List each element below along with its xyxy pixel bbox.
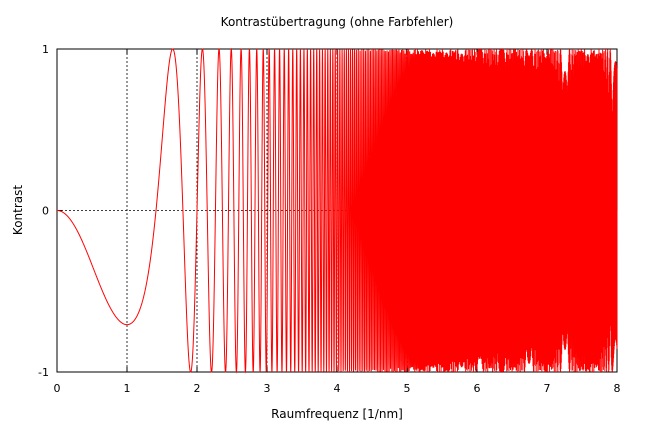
x-axis-label: Raumfrequenz [1/nm] xyxy=(271,407,403,421)
chart-title: Kontrastübertragung (ohne Farbfehler) xyxy=(221,15,454,29)
x-tick-label: 4 xyxy=(334,382,341,395)
plot-area xyxy=(57,47,618,374)
y-tick-label: 1 xyxy=(42,43,49,56)
x-tick-label: 1 xyxy=(124,382,131,395)
x-axis: 0 1 2 3 4 5 6 7 8 xyxy=(54,49,621,395)
y-tick-label: 0 xyxy=(42,205,49,218)
x-tick-label: 3 xyxy=(264,382,271,395)
x-tick-label: 8 xyxy=(614,382,621,395)
y-axis-label: Kontrast xyxy=(11,185,25,235)
series-line xyxy=(57,47,618,374)
x-tick-label: 2 xyxy=(194,382,201,395)
y-tick-label: -1 xyxy=(38,366,49,379)
x-tick-label: 7 xyxy=(544,382,551,395)
x-tick-label: 5 xyxy=(404,382,411,395)
x-tick-label: 0 xyxy=(54,382,61,395)
x-tick-label: 6 xyxy=(474,382,481,395)
